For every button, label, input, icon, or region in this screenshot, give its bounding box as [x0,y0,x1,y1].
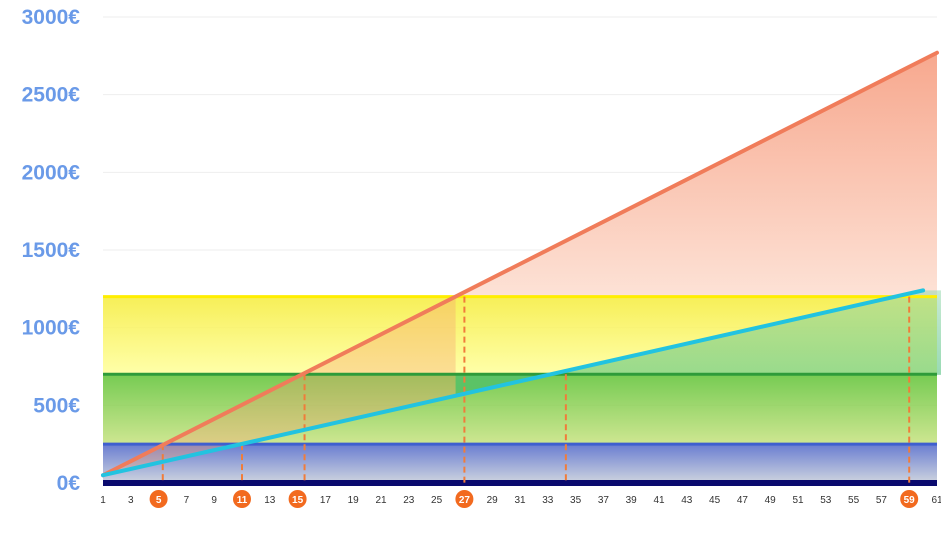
x-tick-label: 3 [128,495,134,506]
y-tick-label: 2500€ [22,84,81,107]
x-tick-label: 35 [570,495,582,506]
x-tick-label: 29 [487,495,499,506]
x-tick-label: 37 [598,495,610,506]
x-tick-label: 49 [765,495,777,506]
x-tick-label-highlighted: 11 [237,495,248,506]
x-tick-label: 23 [403,495,415,506]
y-tick-label: 0€ [57,472,81,495]
y-tick-label: 3000€ [22,6,81,29]
x-tick-label: 17 [320,495,332,506]
y-tick-label: 1500€ [22,239,81,262]
x-tick-label: 51 [792,495,804,506]
x-tick-label-highlighted: 15 [292,495,304,506]
y-tick-label: 2000€ [22,161,81,184]
series-2-line [101,288,926,478]
x-tick-label: 39 [626,495,638,506]
threshold-band [103,374,937,445]
x-tick-label-highlighted: 27 [459,495,471,506]
x-tick-label: 1 [100,495,106,506]
x-tick-highlight-marker [455,490,474,508]
x-tick-highlight-marker [900,490,919,508]
y-tick-label: 500€ [33,394,80,417]
x-tick-label: 7 [184,495,190,506]
x-tick-label: 41 [653,495,665,506]
x-tick-label: 21 [375,495,387,506]
x-tick-label: 57 [876,495,888,506]
x-tick-label: 31 [514,495,526,506]
x-tick-label: 47 [737,495,749,506]
threshold-band [103,444,937,483]
x-tick-label: 19 [348,495,360,506]
x-tick-highlight-marker [149,490,168,508]
x-tick-highlight-marker [288,490,307,508]
x-tick-label: 9 [211,495,217,506]
x-tick-label: 55 [848,495,860,506]
x-tick-label: 61 [931,495,941,506]
y-tick-label: 1000€ [22,317,81,340]
x-tick-label: 43 [681,495,693,506]
x-tick-label: 25 [431,495,443,506]
x-tick-label-highlighted: 5 [156,495,162,506]
x-tick-label-highlighted: 59 [904,495,916,506]
x-tick-label: 13 [264,495,276,506]
x-tick-label: 45 [709,495,721,506]
series-1-line [101,50,939,478]
x-tick-label: 33 [542,495,554,506]
x-tick-highlight-marker [233,490,251,508]
x-tick-label: 53 [820,495,832,506]
